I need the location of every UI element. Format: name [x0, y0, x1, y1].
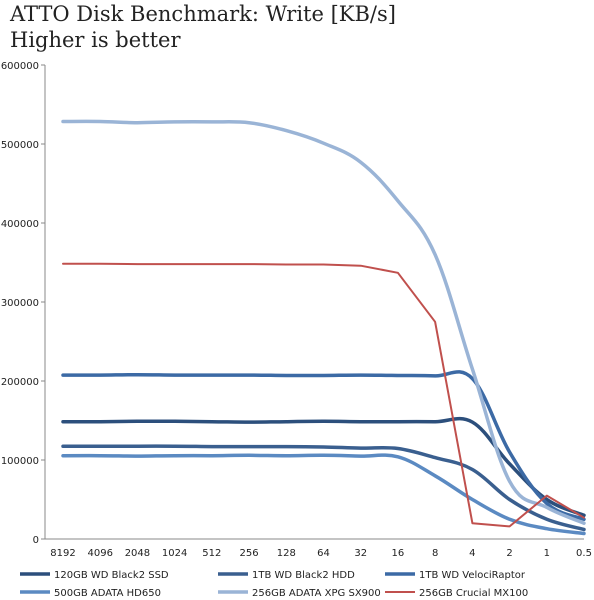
series-line-4 — [61, 453, 586, 536]
y-tick-label: 500000 — [1, 140, 39, 151]
x-tick-label: 0.5 — [576, 548, 592, 559]
series-line-6 — [62, 262, 585, 528]
x-tick-label: 32 — [354, 548, 367, 559]
chart-title: ATTO Disk Benchmark: Write [KB/s] — [10, 2, 396, 26]
y-tick-label: 300000 — [1, 298, 39, 309]
x-tick-label: 64 — [317, 548, 330, 559]
y-tick-label: 100000 — [1, 456, 39, 467]
y-tick-label: 600000 — [1, 61, 39, 72]
legend: 120GB WD Black2 SSD 1TB WD Black2 HDD 1TB … — [20, 570, 528, 599]
x-tick-label: 8 — [432, 548, 438, 559]
x-tick-label: 2 — [506, 548, 512, 559]
x-tick-label: 4096 — [87, 548, 112, 559]
x-tick-label: 128 — [277, 548, 296, 559]
legend-label-2: 1TB WD Black2 HDD — [252, 570, 355, 581]
x-tick-label: 2048 — [125, 548, 150, 559]
legend-label-6: 256GB Crucial MX100 — [419, 588, 528, 599]
chart-subtitle: Higher is better — [10, 28, 181, 52]
x-tick-label: 16 — [392, 548, 405, 559]
series-layer — [61, 119, 586, 536]
series-line-2 — [61, 444, 586, 532]
series-line-3 — [61, 370, 586, 522]
x-tick-label: 8192 — [50, 548, 75, 559]
legend-label-1: 120GB WD Black2 SSD — [54, 570, 169, 581]
y-tick-label: 400000 — [1, 219, 39, 230]
x-tick-label: 512 — [202, 548, 221, 559]
y-axis: 0 100000 200000 300000 400000 500000 600000 — [1, 61, 46, 546]
x-tick-label: 1024 — [162, 548, 187, 559]
legend-label-5: 256GB ADATA XPG SX900 — [252, 588, 381, 599]
series-line-5 — [61, 119, 586, 525]
legend-label-3: 1TB WD VelociRaptor — [419, 570, 526, 581]
y-tick-label: 200000 — [1, 377, 39, 388]
x-tick-label: 4 — [469, 548, 475, 559]
series-line-1 — [61, 416, 586, 518]
x-tick-label: 1 — [544, 548, 550, 559]
x-axis: 8192 4096 2048 1024 512 256 128 64 32 16 8 4 2 1 0.5 — [45, 538, 592, 559]
y-tick-label: 0 — [33, 535, 39, 546]
x-tick-label: 256 — [240, 548, 259, 559]
legend-label-4: 500GB ADATA HD650 — [54, 588, 161, 599]
